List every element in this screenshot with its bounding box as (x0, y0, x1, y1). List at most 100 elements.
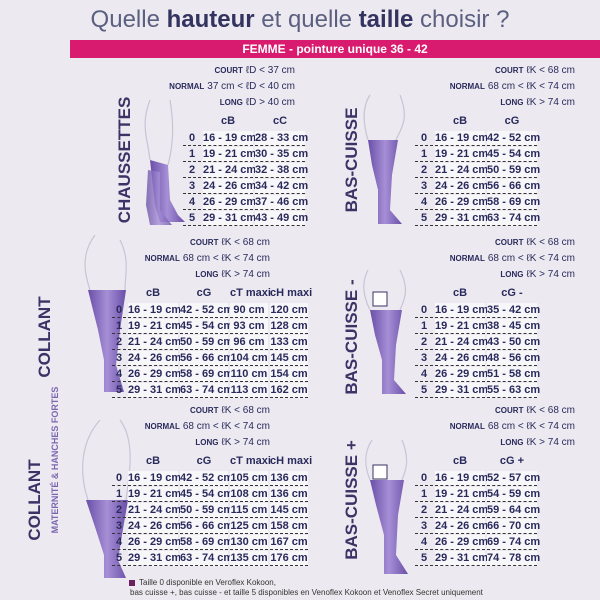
section: COURT ℓK < 68 cm NORMAL 68 cm < ℓK < 74 cm L… (300, 65, 600, 235)
size-number: 2 (415, 503, 433, 518)
table-cell: 29 - 31 cm (435, 383, 489, 398)
table-cell: 16 - 19 cm (128, 303, 182, 318)
condition: COURT ℓK < 68 cm (495, 65, 575, 76)
condition: LONG ℓD > 40 cm (220, 97, 295, 108)
condition-key: LONG (195, 270, 219, 279)
condition-text: ℓK < 68 cm (526, 237, 575, 248)
table-cell: 115 cm (230, 503, 268, 518)
condition-text: ℓK > 74 cm (526, 437, 575, 448)
title-part: Quelle (90, 6, 167, 33)
column-header: cG (504, 115, 520, 127)
product-label: CHAUSSETTES (115, 96, 134, 224)
size-number: 1 (415, 319, 433, 334)
table-cell: 19 - 21 cm (128, 319, 182, 334)
table-cell: 145 cm (270, 503, 308, 518)
table-cell: 16 - 19 cm (435, 471, 489, 486)
table-cell: 26 - 29 cm (435, 195, 489, 210)
table-cell: 29 - 31 cm (203, 211, 257, 226)
size-number: 4 (112, 367, 126, 382)
section: COURT ℓK < 68 cm NORMAL 68 cm < ℓK < 74 cm L… (0, 237, 312, 407)
condition-text: ℓK > 74 cm (526, 269, 575, 280)
condition: LONG ℓK > 74 cm (500, 97, 575, 108)
condition-text: ℓK < 68 cm (221, 237, 270, 248)
product-label: BAS-CUISSE (342, 107, 361, 213)
title-part: hauteur (166, 6, 255, 33)
size-number: 5 (415, 211, 433, 226)
table-cell: 90 cm (230, 303, 268, 318)
size-number: 5 (112, 551, 126, 566)
table-cell: 21 - 24 cm (128, 503, 182, 518)
table-cell: 63 - 74 cm (180, 551, 234, 566)
column-header: cB (452, 287, 468, 299)
section: COURT ℓK < 68 cm NORMAL 68 cm < ℓK < 74 cm L… (300, 405, 600, 575)
condition-text: ℓK < 68 cm (526, 405, 575, 416)
column-header: cT maxi (230, 287, 271, 299)
condition: NORMAL 68 cm < ℓK < 74 cm (450, 81, 575, 92)
table-cell: 154 cm (270, 367, 308, 382)
size-number: 1 (183, 147, 201, 162)
size-number: 2 (415, 163, 433, 178)
product-label: BAS-CUISSE + (342, 440, 361, 560)
size-number: 5 (183, 211, 201, 226)
condition-text: ℓK > 74 cm (221, 437, 270, 448)
size-number: 2 (112, 503, 126, 518)
condition: COURT ℓK < 68 cm (495, 405, 575, 416)
table-cell: 30 - 35 cm (255, 147, 309, 162)
table-cell: 21 - 24 cm (128, 335, 182, 350)
condition-key: NORMAL (144, 422, 180, 431)
column-header: cG (196, 455, 212, 467)
table-cell: 32 - 38 cm (255, 163, 309, 178)
table-cell: 45 - 54 cm (487, 147, 541, 162)
table-cell: 96 cm (230, 335, 268, 350)
table-cell: 54 - 59 cm (487, 487, 541, 502)
column-header: cG + (499, 455, 525, 467)
condition: LONG ℓK > 74 cm (195, 437, 270, 448)
condition-key: COURT (495, 238, 524, 247)
column-header: cH maxi (270, 287, 313, 299)
condition-key: LONG (500, 270, 524, 279)
table-cell: 136 cm (270, 471, 308, 486)
size-number: 2 (415, 335, 433, 350)
product-label: BAS-CUISSE - (342, 279, 361, 395)
table-cell: 16 - 19 cm (435, 303, 489, 318)
condition-text: ℓK > 74 cm (221, 269, 270, 280)
table-cell: 37 - 46 cm (255, 195, 309, 210)
condition-text: ℓD > 40 cm (245, 97, 295, 108)
size-number: 0 (112, 471, 126, 486)
table-cell: 21 - 24 cm (435, 163, 489, 178)
column-header: cB (145, 287, 161, 299)
size-number: 4 (415, 367, 433, 382)
table-cell: 29 - 31 cm (435, 551, 489, 566)
condition-text: ℓK < 68 cm (221, 405, 270, 416)
condition: LONG ℓK > 74 cm (500, 437, 575, 448)
table-cell: 58 - 69 cm (180, 535, 234, 550)
table-cell: 19 - 21 cm (435, 147, 489, 162)
table-cell: 24 - 26 cm (435, 519, 489, 534)
table-cell: 29 - 31 cm (128, 383, 182, 398)
table-cell: 162 cm (270, 383, 308, 398)
condition-text: 68 cm < ℓK < 74 cm (487, 421, 575, 432)
table-cell: 135 cm (230, 551, 268, 566)
section: COURT ℓK < 68 cm NORMAL 68 cm < ℓK < 74 cm L… (0, 387, 312, 575)
condition-text: 68 cm < ℓK < 74 cm (487, 253, 575, 264)
condition-key: LONG (219, 98, 243, 107)
size-number: 5 (415, 551, 433, 566)
condition-text: 68 cm < ℓK < 74 cm (182, 253, 270, 264)
table-cell: 104 cm (230, 351, 268, 366)
table-cell: 50 - 59 cm (180, 503, 234, 518)
table-cell: 24 - 26 cm (435, 351, 489, 366)
product-label: COLLANT (35, 296, 54, 378)
table-cell: 42 - 52 cm (180, 303, 234, 318)
footnote: Taille 0 disponible en Veroflex Kokoon, (139, 578, 276, 587)
size-number: 0 (415, 303, 433, 318)
table-cell: 55 - 63 cm (487, 383, 541, 398)
size-number: 0 (112, 303, 126, 318)
size-number: 3 (112, 351, 126, 366)
table-cell: 26 - 29 cm (128, 367, 182, 382)
table-cell: 34 - 42 cm (255, 179, 309, 194)
table-cell: 130 cm (230, 535, 268, 550)
size-number: 0 (415, 131, 433, 146)
size-number: 5 (415, 383, 433, 398)
